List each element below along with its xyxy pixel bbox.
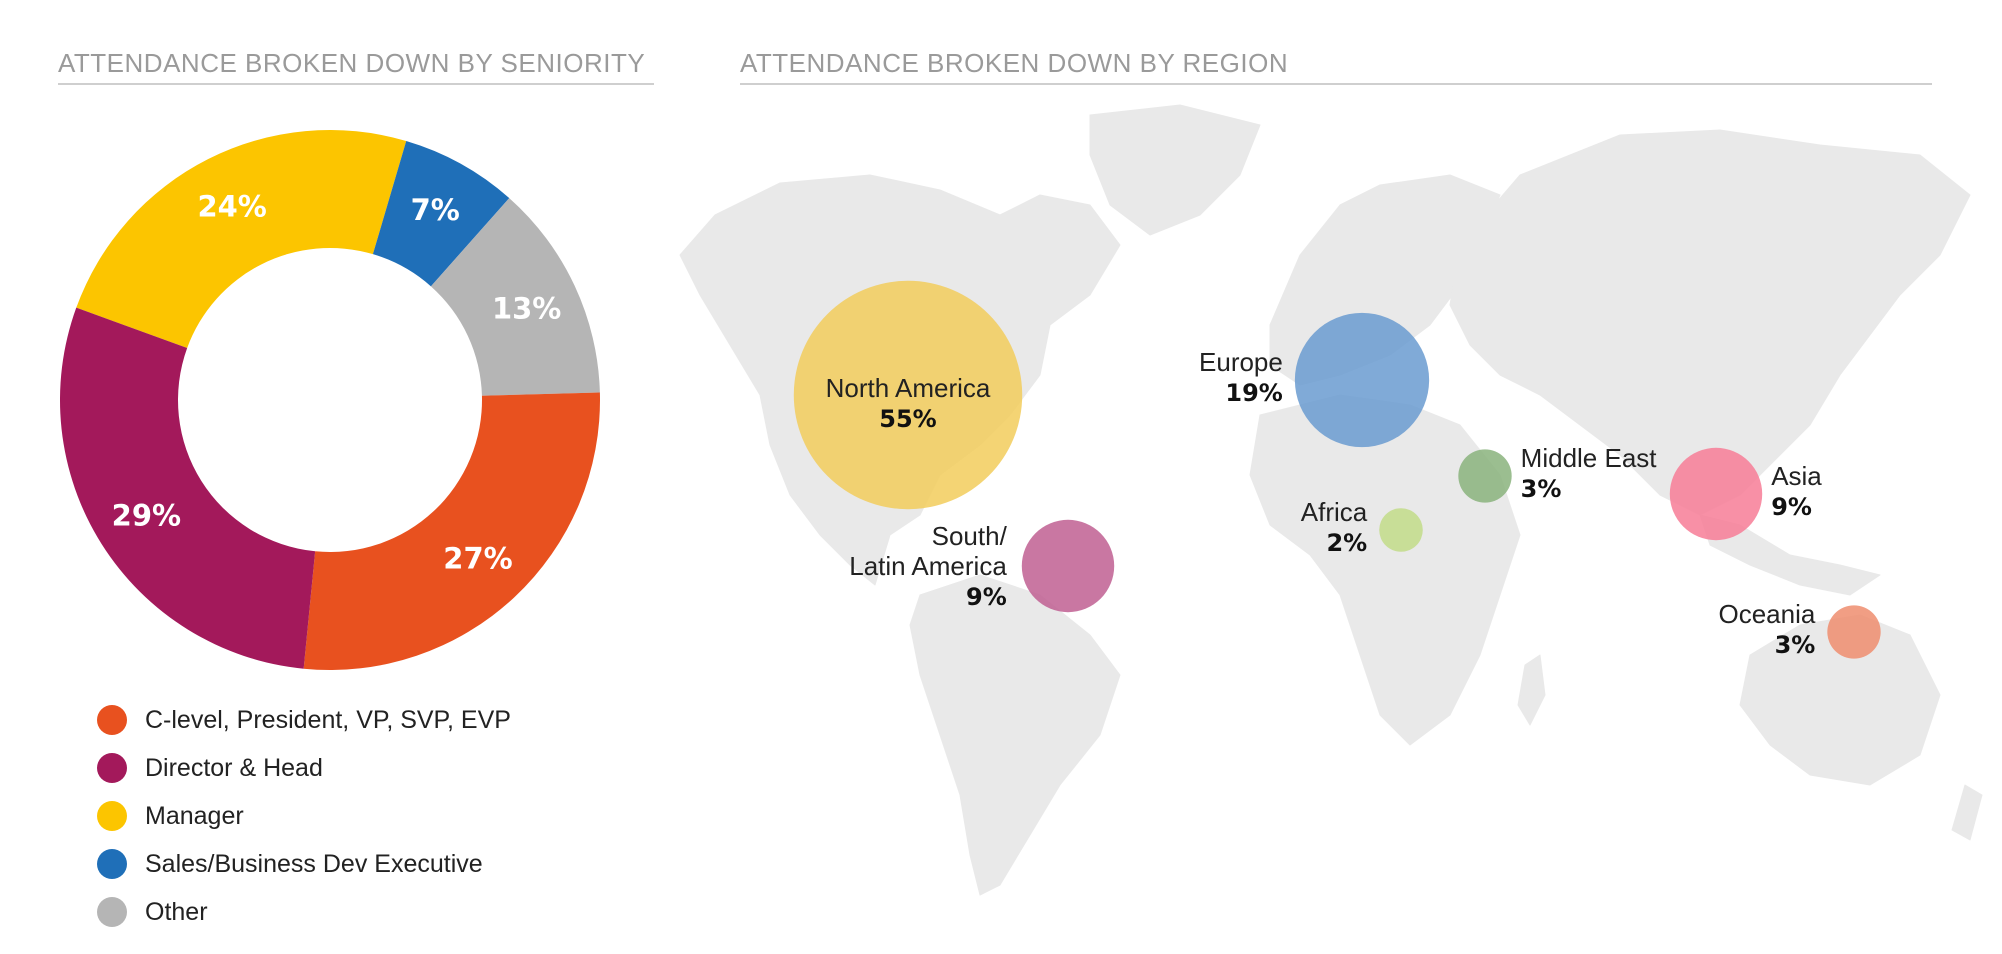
donut-slice-c-level-president-vp-svp-evp — [303, 392, 600, 670]
region-name-asia: Asia — [1771, 461, 1822, 491]
region-value-europe: 19% — [1225, 379, 1282, 407]
landmass-south-america — [909, 574, 1121, 896]
bubble-north-america — [793, 280, 1023, 510]
landmass-asia — [1449, 129, 1971, 516]
donut-slice-director-head — [60, 307, 316, 669]
legend-label-c-level: C-level, President, VP, SVP, EVP — [145, 705, 511, 734]
region-value-asia: 9% — [1771, 493, 1812, 521]
seniority-legend: C-level, President, VP, SVP, EVP Directo… — [97, 696, 511, 936]
region-value-south-latin-america: 9% — [966, 583, 1007, 611]
seniority-title-rule — [58, 83, 654, 85]
landmass-new-zealand — [1951, 784, 1983, 841]
bubble-middle-east — [1458, 449, 1512, 503]
legend-label-director: Director & Head — [145, 753, 323, 782]
bubble-africa — [1379, 508, 1423, 552]
region-name-north-america: North America — [826, 373, 991, 403]
region-value-africa: 2% — [1326, 529, 1367, 557]
legend-swatch-c-level — [97, 705, 127, 735]
region-value-north-america: 55% — [879, 405, 936, 433]
donut-slice-manager — [76, 130, 407, 349]
bubble-oceania — [1827, 605, 1881, 659]
seniority-chart-title: ATTENDANCE BROKEN DOWN BY SENIORITY — [58, 48, 646, 78]
legend-item-director: Director & Head — [97, 744, 511, 792]
region-chart-title: ATTENDANCE BROKEN DOWN BY REGION — [740, 48, 1289, 78]
donut-slice-other — [430, 198, 600, 396]
region-name-europe: Europe — [1199, 347, 1283, 377]
donut-slice-label-director-head: 29% — [112, 499, 181, 533]
legend-item-sales: Sales/Business Dev Executive — [97, 840, 511, 888]
region-name-africa: Africa — [1301, 497, 1368, 527]
region-value-oceania: 3% — [1775, 631, 1816, 659]
region-bubbles — [793, 280, 1881, 659]
landmass-greenland — [1089, 104, 1261, 236]
world-map-background — [679, 104, 1983, 896]
bubble-europe — [1294, 312, 1430, 448]
region-title-rule — [740, 83, 1932, 85]
bubble-south-latin-america — [1021, 519, 1115, 613]
donut-slice-label-manager: 24% — [197, 189, 266, 223]
landmass-africa — [1249, 394, 1521, 746]
region-name-oceania: Oceania — [1718, 599, 1815, 629]
legend-swatch-sales — [97, 849, 127, 879]
legend-label-sales: Sales/Business Dev Executive — [145, 849, 483, 878]
legend-swatch-director — [97, 753, 127, 783]
legend-label-manager: Manager — [145, 801, 244, 830]
landmass-madagascar — [1517, 654, 1546, 726]
donut-slice-label-sales-business-dev-executive: 7% — [411, 193, 460, 227]
region-name-south-latin-america-0: South/ — [932, 521, 1008, 551]
donut-slice-label-other: 13% — [492, 291, 561, 325]
legend-item-other: Other — [97, 888, 511, 936]
legend-item-c-level: C-level, President, VP, SVP, EVP — [97, 696, 511, 744]
region-name-middle-east: Middle East — [1521, 443, 1658, 473]
legend-label-other: Other — [145, 897, 208, 926]
legend-swatch-other — [97, 897, 127, 927]
legend-swatch-manager — [97, 801, 127, 831]
region-name-south-latin-america-1: Latin America — [849, 551, 1007, 581]
bubble-asia — [1669, 447, 1763, 541]
seniority-donut-chart: 24% 7% 13% 27% 29% — [60, 130, 600, 670]
donut-slice-label-c-level-president-vp-svp-evp: 27% — [443, 542, 512, 576]
legend-item-manager: Manager — [97, 792, 511, 840]
landmass-southeast-asia — [1699, 514, 1881, 596]
region-value-middle-east: 3% — [1521, 475, 1562, 503]
donut-slice-sales-business-dev-executive — [372, 140, 510, 287]
